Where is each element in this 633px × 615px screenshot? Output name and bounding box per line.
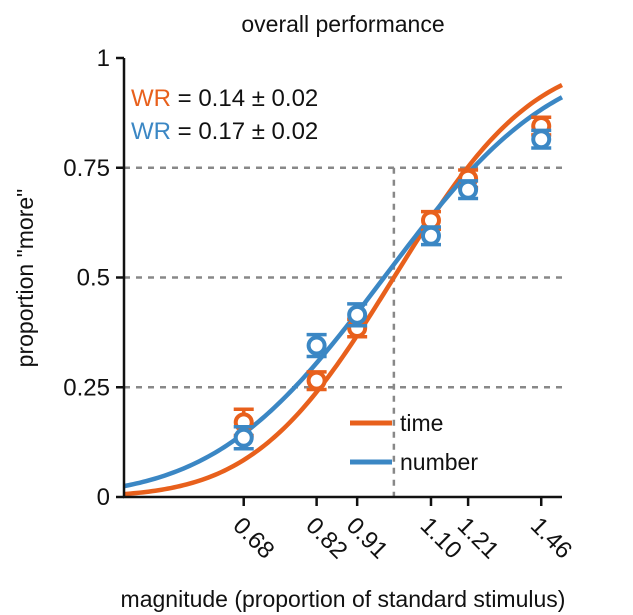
reference-lines [124, 166, 562, 497]
annotation-number-label: WR [131, 118, 171, 145]
data-point-time-1 [306, 370, 327, 391]
x-ticks: 0.68 0.820.91 1.101.21 1.46 [227, 497, 577, 564]
annotation-number: WR = 0.17 ± 0.02 [131, 118, 318, 145]
y-tick-label-4: 1 [97, 45, 110, 72]
data-point-number-3 [420, 225, 441, 246]
annotation-number-value: = 0.17 ± 0.02 [171, 118, 318, 145]
y-tick-label-1: 0.25 [63, 374, 110, 401]
x-axis-title: magnitude (proportion of standard stimul… [121, 586, 566, 612]
fit-curve-number [123, 95, 564, 489]
x-tick-label-2: 0.91 [341, 512, 393, 564]
fit-curves [123, 82, 564, 497]
data-point-number-0 [233, 427, 254, 448]
x-tick-label-5: 1.46 [525, 512, 577, 564]
legend-label-time: time [400, 410, 443, 436]
y-tick-label-0: 0 [97, 484, 110, 511]
data-points [233, 115, 552, 451]
y-axis-title: proportion "more" [12, 189, 38, 368]
chart-title: overall performance [241, 11, 444, 37]
x-tick-label-4: 1.21 [452, 512, 504, 564]
y-ticks: 0 0.25 0.5 0.75 1 [63, 45, 124, 511]
annotation-time-value: = 0.14 ± 0.02 [171, 85, 318, 112]
data-point-number-5 [531, 129, 552, 150]
y-tick-label-3: 0.75 [63, 155, 110, 182]
legend-label-number: number [400, 449, 478, 475]
annotation-time: WR = 0.14 ± 0.02 [131, 85, 318, 112]
data-point-number-1 [306, 335, 327, 356]
y-tick-label-2: 0.5 [77, 265, 110, 292]
fit-curve-time [123, 82, 564, 497]
legend: time number [350, 410, 478, 475]
data-point-number-2 [347, 304, 368, 325]
x-tick-label-1: 0.82 [300, 512, 352, 564]
x-tick-label-0: 0.68 [227, 512, 279, 564]
annotation-time-label: WR [131, 85, 171, 112]
data-point-number-4 [458, 179, 479, 200]
